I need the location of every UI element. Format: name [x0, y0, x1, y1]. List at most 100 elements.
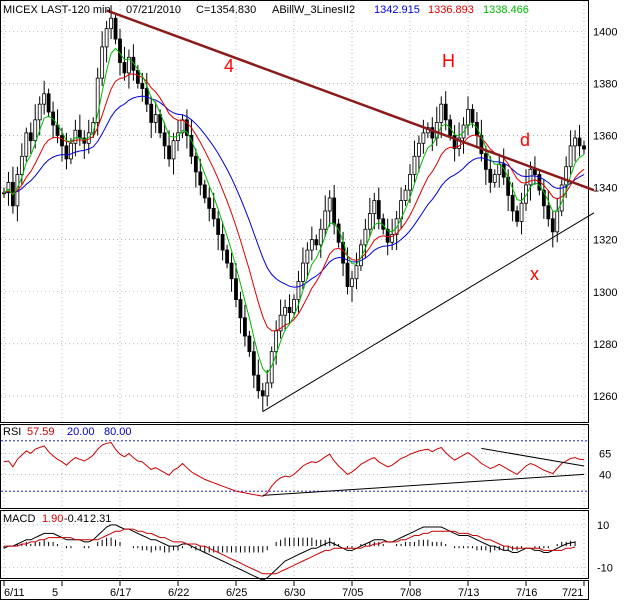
price-candle-body [332, 197, 337, 225]
indicator-line [3, 95, 585, 288]
price-candle-body [118, 38, 122, 63]
price-candle-body [171, 140, 176, 160]
price-candle-body [77, 129, 82, 139]
rsi-high-ref: 80.00 [104, 426, 132, 438]
price-candle-body [345, 262, 350, 287]
price-candle-body [69, 142, 73, 160]
price-candle-body [225, 249, 229, 264]
price-candle-body [287, 306, 292, 313]
rsi-panel-frame [0, 424, 589, 509]
price-candle-body [372, 200, 377, 215]
date-tick-label: 6/30 [284, 587, 305, 599]
macd-label: MACD [3, 513, 35, 525]
price-candle-body [443, 103, 448, 121]
price-candle-body [207, 197, 212, 209]
price-candle-body [564, 166, 569, 186]
price-candle-body [327, 197, 332, 212]
price-candle-body [559, 184, 564, 212]
price-candle-body [216, 218, 221, 235]
chart-close-value: C=1354.830 [196, 4, 256, 16]
price-candle-body [278, 314, 283, 332]
price-tick-label: 1320 [593, 235, 617, 247]
macd-tick-label: 10 [597, 520, 609, 532]
price-candle-body [104, 28, 109, 48]
price-candle-body [73, 129, 78, 144]
price-tick-label: 1340 [593, 183, 617, 195]
price-candle-body [417, 142, 421, 157]
price-candle-body [555, 210, 560, 233]
price-candle-body [528, 168, 533, 186]
price-candle-body [37, 103, 42, 121]
price-candle-body [296, 280, 301, 300]
date-tick-label: 7/05 [342, 587, 363, 599]
rsi-trendline [262, 473, 585, 496]
date-tick-label: 6/17 [110, 587, 131, 599]
price-candle-body [243, 317, 247, 337]
price-candle-body [457, 137, 461, 149]
price-candle-body [492, 174, 497, 183]
rsi-value: 57.59 [27, 426, 55, 438]
price-candle-body [439, 103, 444, 123]
chart-date: 07/21/2010 [126, 4, 181, 16]
price-candle-body [363, 228, 368, 246]
price-candle-body [274, 330, 279, 353]
price-candle-body [149, 103, 154, 123]
price-candle-body [153, 114, 158, 123]
price-candle-body [568, 145, 573, 168]
rsi-low-ref: 20.00 [67, 426, 95, 438]
price-candle-body [202, 184, 207, 199]
price-candle-body [403, 189, 408, 201]
macd-value: 1.90 [42, 513, 63, 525]
price-candle-body [533, 168, 537, 175]
indicator-line-green-value: 1338.466 [483, 4, 529, 16]
price-candle-body [301, 262, 305, 282]
price-tick-label: 1360 [593, 130, 617, 142]
rsi-line [3, 441, 585, 497]
price-candle-body [546, 205, 551, 220]
price-tick-label: 1400 [593, 26, 617, 38]
price-candle-body [19, 155, 24, 175]
annotation-x-point: x [530, 264, 539, 284]
macd-line [3, 524, 576, 581]
price-candle-body [510, 194, 515, 212]
price-candle-body [519, 202, 524, 222]
price-candle-body [122, 62, 127, 74]
annotation-d-point: d [520, 130, 530, 150]
price-candle-body [367, 213, 372, 230]
price-candle-body [28, 132, 33, 142]
price-candle-body [24, 132, 29, 157]
price-candle-body [256, 374, 261, 392]
indicator-line [3, 73, 585, 332]
price-candle-body [158, 114, 163, 134]
price-candle-body [127, 56, 131, 74]
rsi-label: RSI [3, 426, 21, 438]
price-candle-body [100, 46, 105, 79]
price-candle-body [60, 135, 64, 147]
price-candle-body [238, 299, 243, 319]
price-candle-body [283, 306, 287, 316]
price-candle-body [64, 145, 69, 160]
date-tick-label: 7/13 [458, 587, 479, 599]
price-candle-body [385, 228, 390, 243]
price-candle-body [390, 234, 395, 243]
macd-tick-label: -10 [597, 562, 613, 574]
price-candle-body [305, 249, 310, 264]
price-candle-body [550, 218, 555, 233]
price-panel-frame [0, 0, 589, 423]
price-candle-body [140, 82, 145, 89]
date-axis-frame [0, 580, 589, 600]
price-candle-body [167, 145, 171, 160]
price-candle-body [408, 174, 412, 191]
date-tick-label: 7/21 [562, 587, 583, 599]
price-tick-label: 1260 [593, 391, 617, 403]
price-candle-body [421, 132, 426, 144]
price-candle-body [42, 93, 47, 105]
price-candle-body [582, 145, 586, 150]
annotation-head: H [442, 51, 455, 71]
price-candle-body [452, 135, 457, 149]
price-candle-body [488, 168, 493, 183]
price-candle-body [189, 135, 194, 157]
date-tick-label: 7/16 [516, 587, 537, 599]
price-candle-body [131, 56, 136, 71]
